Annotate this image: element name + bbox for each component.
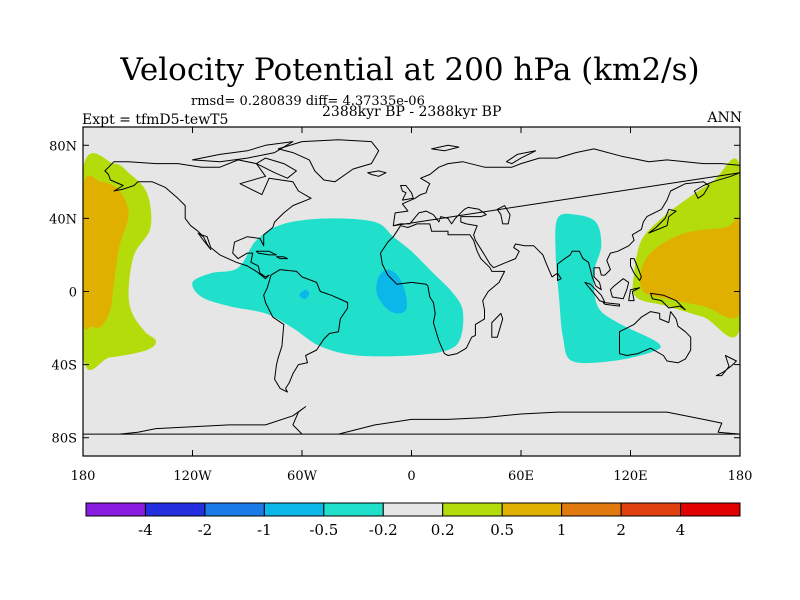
colorbar-label: 2 <box>616 521 626 539</box>
rmsd-diff-label: rmsd= 0.280839 diff= 4.37335e-06 <box>191 94 425 109</box>
colorbar-label: -1 <box>257 521 272 539</box>
y-axis: 80N 40N 0 40S 80S <box>49 139 740 447</box>
x-tick-label: 180 <box>71 469 96 484</box>
coastline-borneo <box>609 278 630 300</box>
colorbar-swatch <box>85 502 146 517</box>
y-tick-label: 40N <box>49 212 77 227</box>
y-tick-label: 40S <box>52 359 77 374</box>
coastline-novaya-zemlya <box>505 150 537 165</box>
colorbar-swatch <box>144 502 206 517</box>
coastline-new-guinea <box>650 292 686 311</box>
coastline-japan <box>648 208 677 234</box>
x-tick-label: 60E <box>508 469 534 484</box>
colorbar-swatch <box>323 502 384 517</box>
coastline-canadian-archipelago <box>192 141 294 163</box>
coastline-africa <box>380 223 506 356</box>
contour-region-atlantic-negative-core <box>376 269 408 314</box>
coastline-cuba <box>255 250 277 256</box>
colorbar-label: 0.5 <box>490 521 514 539</box>
coastline-svalbard <box>431 144 460 152</box>
coastline-south-america <box>263 269 349 393</box>
contour-region-indian-negative-outer <box>555 213 661 364</box>
coastline-antarctica <box>83 406 740 435</box>
x-tick-label: 60W <box>287 469 318 484</box>
coastline-baja <box>197 232 212 250</box>
x-tick-label: 180 <box>728 469 753 484</box>
contour-region-atlantic-negative-outer <box>192 218 464 357</box>
contour-region-westpac-positive-inner <box>640 218 740 319</box>
colorbar-label: -2 <box>198 521 213 539</box>
coastline-sulawesi <box>628 287 641 302</box>
colorbar-swatch <box>442 502 503 517</box>
colorbar-label: 1 <box>557 521 567 539</box>
colorbar-label: -0.5 <box>309 521 338 539</box>
coastline-philippines <box>630 258 642 281</box>
colorbar-label: 0.2 <box>431 521 455 539</box>
colorbar-label: -4 <box>138 521 153 539</box>
x-axis: 180 120W 60W 0 60E 120E 180 <box>71 127 753 484</box>
colorbar-swatch <box>620 502 682 517</box>
colorbar-label: -0.2 <box>369 521 398 539</box>
y-tick-label: 80S <box>52 432 77 447</box>
coastline-uk <box>400 185 414 201</box>
period-label: 2388kyr BP - 2388kyr BP <box>322 104 502 120</box>
coastline-arabia-caspian <box>496 205 511 225</box>
colorbar-swatch <box>561 502 622 517</box>
coastline-iceland <box>367 170 387 177</box>
colorbar-swatch <box>204 502 265 517</box>
colorbar-swatch <box>501 502 563 517</box>
coastline-australia <box>619 311 692 364</box>
x-tick-label: 0 <box>407 469 415 484</box>
coastline-baffin <box>255 157 297 179</box>
colorbar-swatch <box>263 502 325 517</box>
coastline-asia-east <box>392 172 740 291</box>
contour-fills <box>83 153 740 371</box>
contour-region-amazon-negative-core <box>299 289 310 299</box>
x-tick-label: 120E <box>613 469 647 484</box>
chart-title: Velocity Potential at 200 hPa (km2/s) <box>120 52 700 88</box>
coastline-greenland <box>277 139 380 183</box>
season-label: ANN <box>707 110 742 126</box>
coastline-north-america <box>104 159 312 280</box>
y-tick-label: 80N <box>49 139 77 154</box>
coastline-new-zealand <box>715 355 737 377</box>
experiment-label: Expt = tfmD5-tewT5 <box>82 112 229 128</box>
coastline-eurasia <box>392 148 740 226</box>
coastline-madagascar <box>491 312 504 338</box>
colorbar-swatch <box>680 502 741 517</box>
colorbar-label: 4 <box>676 521 686 539</box>
coastline-hispaniola <box>276 256 288 260</box>
colorbar: -4 -2 -1 -0.5 -0.2 0.2 0.5 1 2 4 <box>85 502 741 539</box>
x-tick-label: 120W <box>173 469 212 484</box>
colorbar-swatch <box>382 502 444 517</box>
coastline-sri-lanka <box>557 272 562 281</box>
coastlines <box>83 139 740 435</box>
coastline-java <box>602 302 620 307</box>
contour-region-pacific-positive-inner <box>83 175 129 330</box>
y-tick-label: 0 <box>69 286 77 301</box>
